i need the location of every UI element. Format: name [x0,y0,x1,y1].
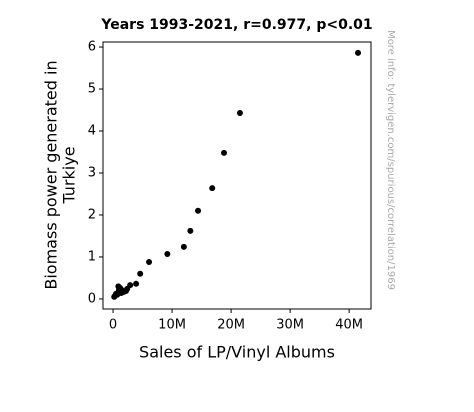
point [195,207,202,214]
x-tick-label: 30M [276,318,304,333]
watermark: More info: tylervigen.com/spurious/corre… [385,30,396,290]
y-axis-label: Turkiye [60,146,79,204]
point [133,280,140,287]
point [221,149,228,156]
point [187,227,194,234]
y-tick-label: 2 [88,207,96,222]
point [180,243,187,250]
y-tick-label: 3 [88,165,96,180]
point [137,270,144,277]
chart-title: Years 1993-2021, r=0.977, p<0.01 [100,17,372,33]
x-tick-label: 20M [217,318,245,333]
y-tick-label: 4 [88,124,96,139]
x-tick-label: 40M [335,318,363,333]
x-axis-label: Sales of LP/Vinyl Albums [139,343,335,362]
point [115,283,122,290]
y-tick-label: 6 [88,40,96,55]
y-tick-label: 5 [88,82,96,97]
point [164,251,171,258]
point [146,258,153,265]
point [236,109,243,116]
y-axis-label: Biomass power generated in [42,60,61,289]
point [123,287,130,294]
y-tick-label: 0 [88,291,96,306]
point [209,185,216,192]
point [111,293,118,300]
y-tick-label: 1 [88,249,96,264]
x-tick-label: 10M [158,318,186,333]
plot-frame [102,41,372,310]
x-tick-label: 0 [109,318,117,333]
point [355,49,362,56]
